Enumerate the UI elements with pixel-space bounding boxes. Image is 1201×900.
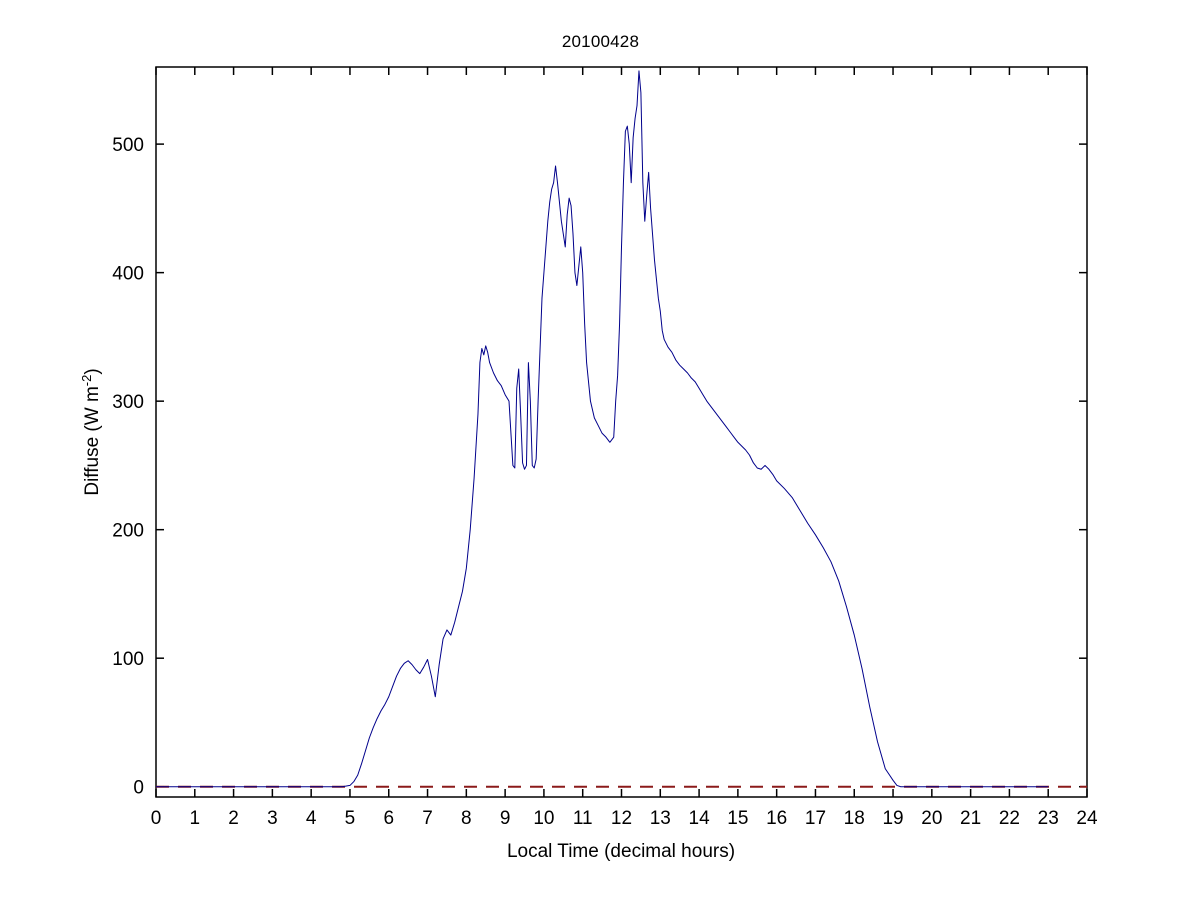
x-tick-label: 13 <box>650 808 671 829</box>
x-tick-label: 23 <box>1038 808 1059 829</box>
y-tick-label: 0 <box>133 778 144 799</box>
diffuse-data-line <box>156 70 1049 788</box>
chart-title: 20100428 <box>561 32 640 51</box>
y-tick-label: 500 <box>112 135 144 156</box>
x-tick-label: 22 <box>999 808 1020 829</box>
y-axis-title-superscript: -2 <box>79 375 94 387</box>
x-tick-label: 1 <box>190 808 201 829</box>
x-tick-label: 14 <box>689 808 711 829</box>
x-axis-ticks <box>155 67 1088 797</box>
plot-frame <box>155 66 1088 798</box>
x-tick-label: 7 <box>422 808 433 829</box>
x-tick-label: 0 <box>151 808 162 829</box>
x-axis-tick-labels: 0 1 2 3 4 5 6 7 8 9 10 11 12 13 14 15 16 17 18 19 20 21 22 23 24 <box>151 808 1098 829</box>
x-tick-label: 16 <box>766 808 787 829</box>
x-tick-label: 18 <box>844 808 865 829</box>
y-tick-label: 300 <box>112 392 144 413</box>
x-tick-label: 2 <box>228 808 239 829</box>
x-axis-title: Local Time (decimal hours) <box>507 841 735 862</box>
x-tick-label: 19 <box>882 808 903 829</box>
x-tick-label: 17 <box>805 808 826 829</box>
x-tick-label: 5 <box>345 808 356 829</box>
x-tick-label: 12 <box>611 808 632 829</box>
x-tick-label: 24 <box>1076 808 1098 829</box>
x-tick-label: 4 <box>306 808 317 829</box>
x-tick-label: 11 <box>573 808 593 829</box>
y-tick-label: 100 <box>112 649 144 670</box>
x-tick-label: 20 <box>921 808 942 829</box>
y-axis-title: Diffuse (W m-2) <box>79 368 103 495</box>
y-axis-tick-labels: 0 100 200 300 400 500 <box>112 135 144 799</box>
x-tick-label: 9 <box>500 808 511 829</box>
x-tick-label: 21 <box>960 808 981 829</box>
y-tick-label: 400 <box>112 264 144 285</box>
x-tick-label: 8 <box>461 808 472 829</box>
x-tick-label: 10 <box>533 808 554 829</box>
y-axis-title-tail: ) <box>82 368 103 374</box>
x-tick-label: 3 <box>267 808 278 829</box>
x-tick-label: 6 <box>383 808 394 829</box>
y-tick-label: 200 <box>112 521 144 542</box>
x-tick-label: 15 <box>727 808 748 829</box>
y-axis-title-main: Diffuse (W m <box>82 386 103 495</box>
